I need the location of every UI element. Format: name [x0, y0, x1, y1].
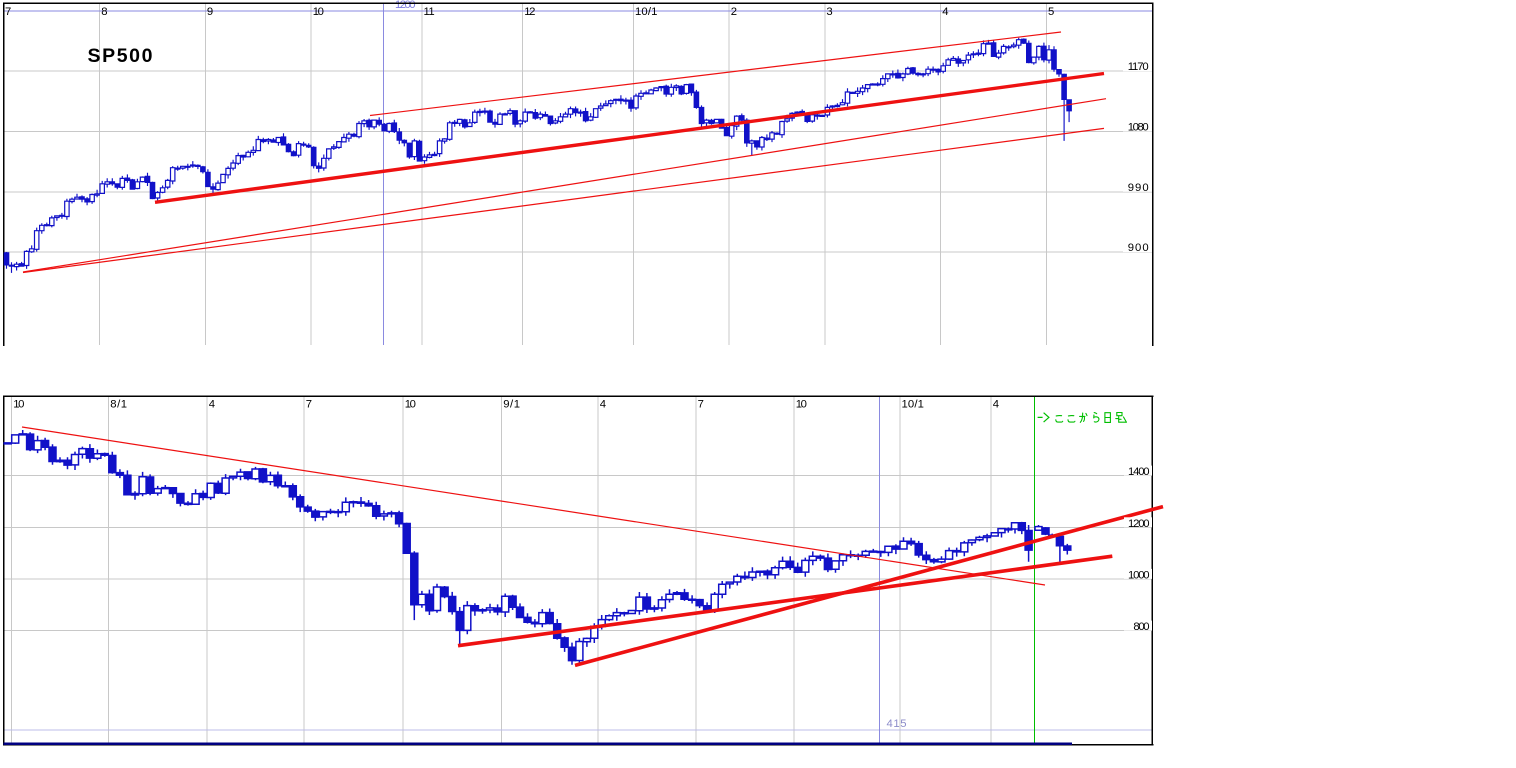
- svg-text:2: 2: [731, 6, 737, 18]
- svg-text:990: 990: [1128, 182, 1149, 194]
- svg-text:11: 11: [424, 6, 435, 18]
- svg-text:10: 10: [405, 399, 416, 411]
- svg-text:SP500: SP500: [88, 45, 155, 67]
- svg-text:8/1: 8/1: [110, 399, 127, 411]
- svg-text:8: 8: [101, 6, 107, 18]
- svg-text:800: 800: [1133, 621, 1149, 633]
- svg-text:1170: 1170: [1128, 61, 1149, 73]
- svg-text:4: 4: [209, 399, 215, 411]
- svg-text:10/1: 10/1: [902, 399, 924, 411]
- svg-text:10/1: 10/1: [635, 6, 657, 18]
- svg-text:1080: 1080: [1128, 122, 1149, 134]
- svg-text:4: 4: [942, 6, 948, 18]
- svg-text:7: 7: [698, 399, 704, 411]
- svg-text:10: 10: [796, 399, 807, 411]
- svg-text:1000: 1000: [1128, 569, 1150, 581]
- svg-text:1200: 1200: [395, 0, 416, 11]
- svg-text:9/1: 9/1: [503, 399, 520, 411]
- svg-text:9: 9: [207, 6, 213, 18]
- svg-text:12: 12: [524, 6, 535, 18]
- svg-text:7: 7: [306, 399, 312, 411]
- svg-text:900: 900: [1128, 242, 1149, 254]
- svg-text:5: 5: [1048, 6, 1054, 18]
- svg-text:10: 10: [13, 399, 24, 411]
- svg-text:4: 4: [993, 399, 999, 411]
- svg-text:4: 4: [600, 399, 606, 411]
- svg-text:3: 3: [826, 6, 832, 18]
- svg-text:1400: 1400: [1128, 466, 1150, 478]
- svg-text:415: 415: [887, 718, 907, 730]
- svg-text:1200: 1200: [1128, 518, 1150, 530]
- svg-text:10: 10: [313, 6, 324, 18]
- svg-text:7: 7: [5, 6, 11, 18]
